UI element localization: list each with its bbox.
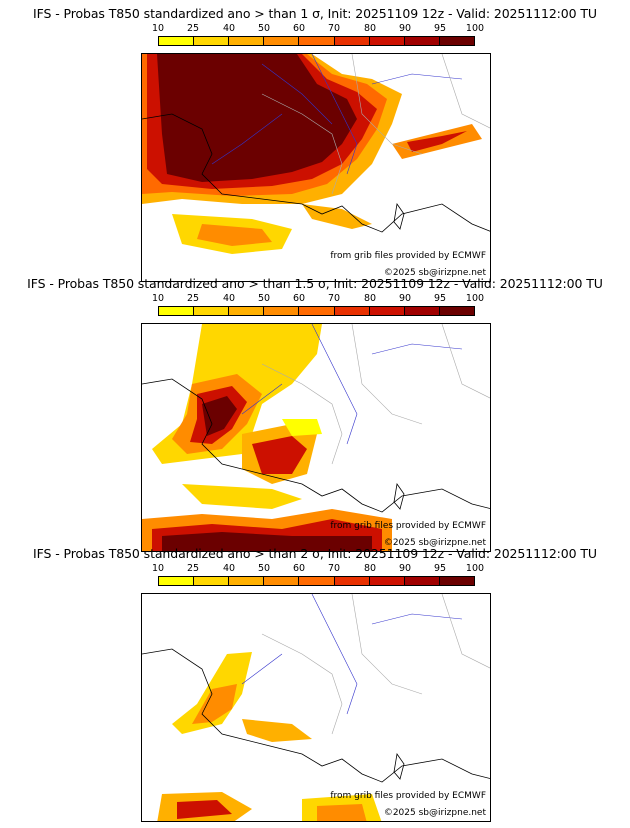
legend-color-swatch — [439, 37, 474, 45]
legend-color-swatch — [334, 37, 370, 45]
legend-tick-label: 80 — [363, 23, 377, 34]
probability-map: from grib files provided by ECMWF ©2025 … — [141, 53, 491, 282]
legend-color-swatch — [159, 37, 195, 45]
legend-color-swatch — [159, 307, 195, 315]
panel-title: IFS - Probas T850 standardized ano > tha… — [33, 6, 597, 21]
legend-tick-label: 80 — [363, 293, 377, 304]
legend-color-swatch — [369, 37, 405, 45]
copyright-credit: ©2025 sb@irizpne.net — [383, 268, 486, 278]
legend-tick-label: 25 — [186, 23, 200, 34]
probability-legend — [158, 36, 475, 46]
legend-tick-label: 100 — [465, 293, 485, 304]
legend-tick-label: 60 — [292, 563, 306, 574]
copyright-credit: ©2025 sb@irizpne.net — [383, 808, 486, 818]
legend-color-swatch — [264, 37, 300, 45]
probability-legend — [158, 576, 475, 586]
legend-tick-label: 60 — [292, 293, 306, 304]
map-graphic-3 — [142, 594, 490, 821]
legend-color-swatch — [299, 307, 335, 315]
panel-title: IFS - Probas T850 standardized ano > tha… — [33, 546, 597, 561]
probability-map: from grib files provided by ECMWF ©2025 … — [141, 593, 491, 822]
legend-color-swatch — [229, 37, 265, 45]
legend-color-swatch — [264, 577, 300, 585]
legend-tick-label: 90 — [398, 563, 412, 574]
legend-tick-label: 50 — [257, 563, 271, 574]
legend-color-swatch — [404, 307, 440, 315]
probability-map: from grib files provided by ECMWF ©2025 … — [141, 323, 491, 552]
copyright-credit: ©2025 sb@irizpne.net — [383, 538, 486, 548]
legend-color-swatch — [299, 577, 335, 585]
legend-tick-label: 70 — [327, 293, 341, 304]
legend-color-swatch — [299, 37, 335, 45]
legend-tick-labels: 10 25 40 50 60 70 80 90 95 100 — [141, 23, 491, 35]
legend-tick-label: 50 — [257, 293, 271, 304]
legend-tick-label: 40 — [222, 563, 236, 574]
legend-color-swatch — [229, 307, 265, 315]
legend-color-swatch — [229, 577, 265, 585]
map-graphic-1 — [142, 54, 490, 254]
legend-tick-label: 95 — [433, 563, 447, 574]
map-panel-1-5-sigma: IFS - Probas T850 standardized ano > tha… — [0, 276, 630, 552]
legend-color-swatch — [369, 307, 405, 315]
legend-tick-label: 25 — [186, 293, 200, 304]
legend-tick-label: 95 — [433, 293, 447, 304]
map-panel-2-sigma: IFS - Probas T850 standardized ano > tha… — [0, 546, 630, 822]
data-source-credit: from grib files provided by ECMWF — [330, 791, 486, 801]
legend-tick-label: 25 — [186, 563, 200, 574]
legend-color-swatch — [334, 577, 370, 585]
legend-tick-label: 10 — [151, 23, 165, 34]
legend-tick-label: 50 — [257, 23, 271, 34]
legend-tick-label: 90 — [398, 293, 412, 304]
legend-color-swatch — [439, 577, 474, 585]
data-source-credit: from grib files provided by ECMWF — [330, 521, 486, 531]
legend-tick-label: 100 — [465, 563, 485, 574]
legend-tick-label: 40 — [222, 293, 236, 304]
panel-title: IFS - Probas T850 standardized ano > tha… — [27, 276, 603, 291]
legend-tick-label: 95 — [433, 23, 447, 34]
legend-tick-label: 80 — [363, 563, 377, 574]
legend-tick-label: 70 — [327, 23, 341, 34]
legend-color-swatch — [194, 37, 230, 45]
legend-tick-label: 10 — [151, 563, 165, 574]
legend-tick-labels: 10 25 40 50 60 70 80 90 95 100 — [141, 563, 491, 575]
probability-legend — [158, 306, 475, 316]
legend-color-swatch — [159, 577, 195, 585]
legend-color-swatch — [369, 577, 405, 585]
legend-tick-label: 90 — [398, 23, 412, 34]
map-panel-1-sigma: IFS - Probas T850 standardized ano > tha… — [0, 6, 630, 282]
map-graphic-2 — [142, 324, 490, 551]
legend-color-swatch — [439, 307, 474, 315]
legend-color-swatch — [334, 307, 370, 315]
legend-color-swatch — [194, 577, 230, 585]
legend-tick-label: 70 — [327, 563, 341, 574]
legend-color-swatch — [194, 307, 230, 315]
legend-tick-label: 60 — [292, 23, 306, 34]
data-source-credit: from grib files provided by ECMWF — [330, 251, 486, 261]
legend-tick-labels: 10 25 40 50 60 70 80 90 95 100 — [141, 293, 491, 305]
legend-color-swatch — [404, 37, 440, 45]
legend-color-swatch — [264, 307, 300, 315]
legend-tick-label: 100 — [465, 23, 485, 34]
legend-tick-label: 10 — [151, 293, 165, 304]
legend-color-swatch — [404, 577, 440, 585]
legend-tick-label: 40 — [222, 23, 236, 34]
